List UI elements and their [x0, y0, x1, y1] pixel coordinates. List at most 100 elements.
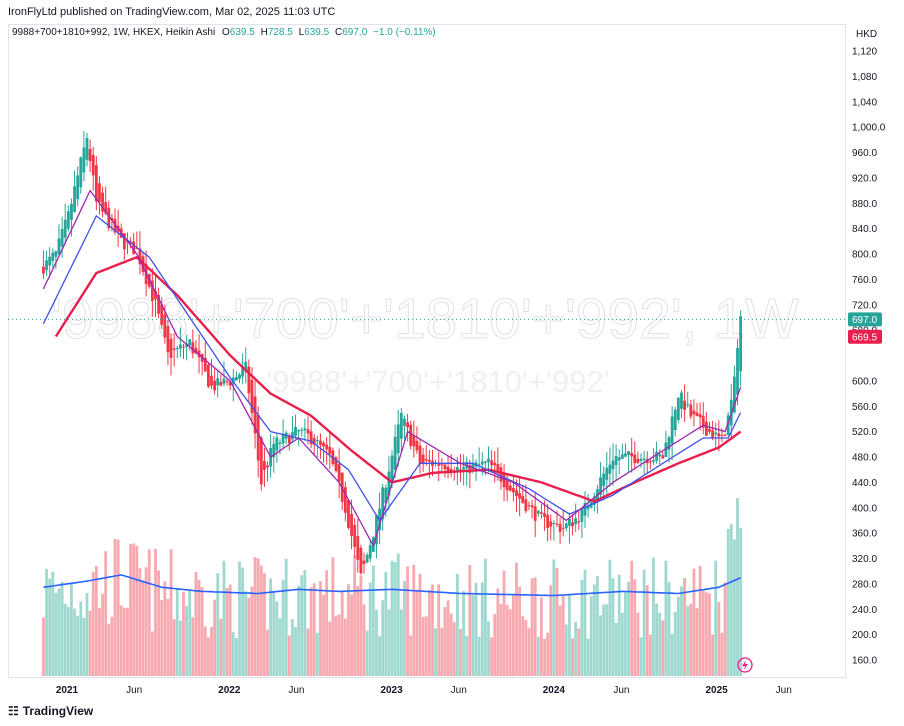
candle-body	[496, 464, 500, 471]
candle-body	[210, 375, 213, 386]
candle-body	[63, 219, 67, 238]
volume-bar	[393, 562, 397, 676]
candle-body	[334, 457, 338, 471]
candle-body	[536, 510, 540, 514]
candle-body	[384, 487, 388, 504]
candle-body	[502, 474, 506, 488]
volume-bar	[375, 609, 378, 676]
volume-bar	[455, 573, 459, 676]
candle-body	[670, 416, 674, 444]
volume-bar	[424, 616, 428, 676]
volume-bar	[714, 560, 718, 676]
candle-body	[533, 506, 537, 521]
candle-body	[303, 428, 307, 431]
moving-averages	[42, 189, 742, 597]
volume-bar	[73, 608, 76, 676]
time-tick-label: Jun	[776, 685, 792, 696]
volume-bar	[583, 569, 587, 676]
volume-bar	[216, 573, 220, 676]
candle-body	[154, 290, 157, 300]
volume-bar	[602, 604, 606, 676]
price-tick-label: 880.0	[852, 199, 877, 210]
volume-bar	[670, 633, 674, 676]
volume-bar	[266, 629, 269, 676]
volume-bar	[331, 557, 335, 676]
volume-bar	[505, 604, 509, 676]
volume-bar	[340, 590, 344, 676]
price-axis[interactable]: 1,120 1,080 1,040 1,000.0 960.0 920.0 880.0 840…	[852, 47, 886, 667]
candle-body	[614, 456, 618, 465]
volume-bar	[642, 569, 646, 676]
volume-bar	[427, 590, 431, 676]
price-tick-label: 960.0	[852, 148, 877, 159]
candle-body	[157, 295, 160, 314]
volume-bar	[200, 587, 204, 676]
volume-bar	[250, 586, 254, 676]
volume-bar	[150, 631, 154, 676]
candle-body	[368, 545, 372, 559]
last-price-badge: 697.0	[852, 315, 877, 326]
volume-bar	[452, 622, 456, 676]
candle-body	[206, 364, 210, 387]
candle-body	[440, 464, 444, 466]
volume-bar	[343, 618, 347, 676]
volume-bar	[680, 586, 683, 676]
candle-body	[256, 414, 260, 461]
time-axis[interactable]: 2021 Jun 2022 Jun 2023 Jun 2024 Jun 2025 Jun	[56, 685, 792, 696]
volume-bar	[206, 637, 210, 676]
tradingview-icon: ☷	[8, 704, 19, 718]
price-tick-label: 800.0	[852, 250, 877, 261]
candle-body	[661, 455, 665, 459]
volume-bar	[48, 578, 52, 676]
volume-bar	[322, 594, 325, 676]
price-tick-label: 1,040	[852, 97, 877, 108]
volume-bar	[42, 617, 45, 676]
svg-text:9988+700+1810+992, 1W, HKEX, H: 9988+700+1810+992, 1W, HKEX, Heikin Ashi…	[12, 27, 436, 38]
candle-body	[60, 229, 64, 247]
candle-body	[701, 415, 705, 428]
candle-body	[396, 424, 400, 454]
candle-body	[300, 429, 304, 431]
volume-bar	[620, 612, 624, 676]
candle-body	[518, 493, 522, 499]
volume-bar	[113, 538, 117, 676]
volume-bar	[45, 568, 48, 676]
candle-body	[393, 436, 397, 470]
candle-body	[732, 376, 736, 413]
candle-body	[319, 440, 322, 445]
candle-body	[175, 348, 179, 350]
volume-bar	[512, 595, 515, 676]
candle-body	[655, 451, 658, 461]
volume-bar	[508, 609, 512, 676]
candle-body	[680, 392, 683, 409]
candle-body	[574, 518, 578, 525]
watermark: '9988'+'700'+'1810'+'992', 1W '9988'+'70…	[51, 287, 800, 400]
candle-body	[561, 527, 565, 529]
candle-body	[558, 523, 562, 532]
candle-body	[359, 547, 363, 574]
volume-bar	[396, 553, 400, 676]
candle-body	[409, 424, 413, 446]
volume-bar	[515, 562, 518, 676]
volume-bar	[325, 570, 329, 676]
volume-bar	[434, 628, 437, 676]
volume-bar	[147, 549, 151, 676]
candle-body	[82, 147, 86, 173]
candle-body	[98, 183, 101, 202]
volume-bar	[580, 579, 584, 676]
candle-body	[686, 404, 690, 406]
candle-body	[586, 505, 590, 510]
candle-body	[235, 377, 238, 381]
volume-bar	[443, 607, 447, 676]
volume-bar	[465, 635, 469, 676]
tradingview-logo[interactable]: ☷ TradingView	[8, 704, 93, 718]
lightning-icon[interactable]	[737, 657, 753, 673]
candle-body	[362, 560, 366, 565]
volume-bar	[695, 608, 699, 676]
candle-body	[568, 518, 571, 526]
volume-bar	[98, 607, 101, 676]
time-tick-label: 2024	[543, 685, 566, 696]
chart-pane	[8, 24, 846, 678]
volume-bar	[717, 601, 721, 676]
